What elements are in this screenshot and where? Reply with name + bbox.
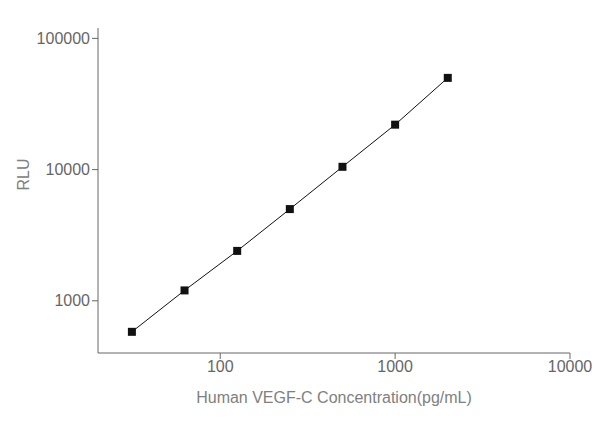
svg-text:100: 100 xyxy=(207,358,234,375)
svg-text:100000: 100000 xyxy=(37,30,90,47)
svg-text:1000: 1000 xyxy=(377,358,413,375)
svg-text:Human VEGF-C Concentration(pg/: Human VEGF-C Concentration(pg/mL) xyxy=(196,389,472,406)
svg-text:RLU: RLU xyxy=(15,158,32,190)
svg-text:10000: 10000 xyxy=(46,161,91,178)
svg-text:10000: 10000 xyxy=(548,358,593,375)
svg-text:1000: 1000 xyxy=(54,292,90,309)
